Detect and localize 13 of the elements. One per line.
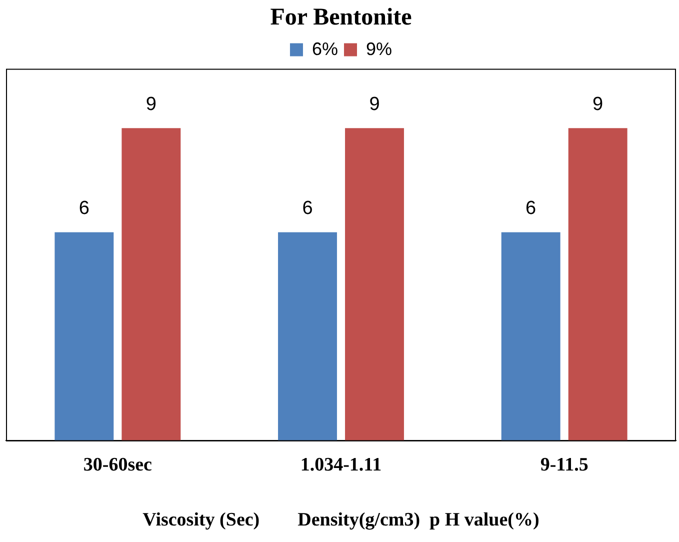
- chart-title: For Bentonite: [270, 4, 412, 31]
- data-label: 6: [78, 198, 90, 219]
- x-tick-label: 1.034-1.11: [300, 454, 382, 476]
- data-label: 9: [592, 94, 604, 115]
- x-tick-label: 9-11.5: [540, 454, 588, 476]
- legend-label: 9%: [366, 38, 392, 59]
- data-label: 6: [526, 198, 536, 219]
- x-axis-title: Viscosity (Sec) Density(g/cm3) p H value(%): [142, 510, 540, 531]
- x-tick-label: 30-60sec: [83, 454, 152, 476]
- legend-label: 6%: [312, 38, 338, 59]
- data-label: 6: [302, 198, 313, 219]
- data-label: 9: [369, 94, 380, 115]
- data-label: 9: [146, 94, 156, 115]
